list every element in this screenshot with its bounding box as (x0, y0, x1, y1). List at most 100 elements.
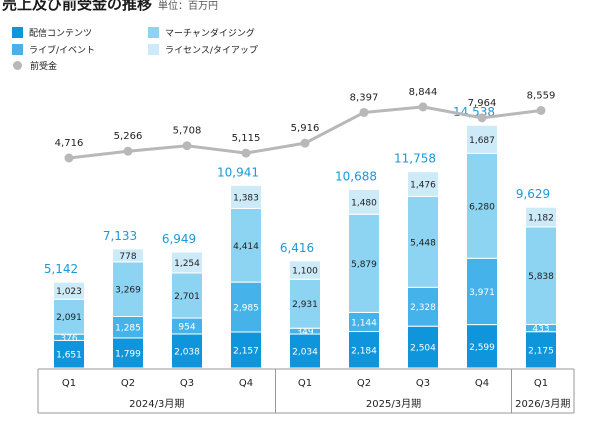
bar-value-label: 5,879 (351, 260, 377, 270)
bar-value-label: 2,504 (410, 344, 436, 354)
period-label: 2026/3月期 (515, 398, 570, 410)
bar-segment (525, 206, 557, 228)
bar-segment (289, 278, 321, 329)
bar-value-label: 2,175 (528, 346, 554, 356)
bar-segment (407, 325, 439, 369)
bar-value-label: 2,038 (174, 347, 200, 357)
total-label: 11,758 (394, 152, 436, 166)
line-value-label: 5,115 (232, 133, 261, 144)
line-point (418, 102, 428, 112)
bar-segment (407, 171, 439, 197)
line-point (300, 138, 310, 148)
bar-segment (171, 333, 203, 369)
bar-value-label: 778 (119, 252, 136, 262)
bar-value-label: 4,414 (233, 242, 259, 252)
legend-dot-advance-payments (13, 61, 22, 70)
x-tick-label: Q4 (475, 378, 489, 389)
line-point (123, 146, 133, 156)
total-label: 9,629 (516, 187, 550, 201)
line-point (241, 148, 251, 158)
bar-segment (112, 337, 144, 369)
bar-segment (230, 207, 262, 283)
bar-value-label: 2,701 (174, 292, 200, 302)
bar-segment (112, 261, 144, 317)
bar-value-label: 1,799 (115, 349, 141, 359)
legend-swatch-licensing (148, 44, 159, 55)
x-tick-label: Q1 (534, 378, 548, 389)
bar-segment (525, 226, 557, 325)
line-value-label: 8,397 (350, 92, 379, 103)
bar-value-label: 1,383 (233, 193, 259, 203)
bar-value-label: 3,269 (115, 286, 141, 296)
chart-title: 売上及び前受金の推移 単位：百万円 (2, 0, 218, 14)
line-value-label: 7,964 (468, 98, 497, 109)
x-tick-label: Q1 (62, 378, 76, 389)
bar-value-label: 1,476 (410, 180, 436, 190)
bar-value-label: 1,144 (351, 318, 377, 328)
bar-value-label: 2,931 (292, 300, 318, 310)
x-tick-label: Q2 (121, 378, 135, 389)
bar-segment (112, 248, 144, 263)
bar-segment (289, 333, 321, 369)
bar-value-label: 2,599 (469, 343, 495, 353)
line-value-label: 5,266 (114, 131, 143, 142)
legend-swatch-live-events (12, 44, 23, 55)
legend-label-advance-payments: 前受金 (30, 62, 58, 72)
bar-value-label: 2,034 (292, 348, 318, 358)
line-point (536, 105, 546, 115)
bar-value-label: 1,285 (115, 324, 141, 334)
legend-item-streaming: 配信コンテンツ (12, 26, 92, 39)
bar-segment (53, 281, 85, 300)
bar-segment (171, 251, 203, 274)
chart-title-text: 売上及び前受金の推移 (2, 0, 153, 13)
bar-segment (525, 331, 557, 369)
bar-segment (289, 260, 321, 280)
x-tick-label: Q2 (357, 378, 371, 389)
unit-label: 単位：百万円 (158, 1, 219, 12)
bar-value-label: 2,184 (351, 346, 377, 356)
bar-value-label: 1,023 (56, 287, 82, 297)
line-value-label: 8,559 (527, 90, 556, 101)
bar-value-label: 954 (178, 322, 195, 332)
line-value-label: 5,708 (173, 126, 202, 137)
bar-segment (348, 213, 380, 313)
line-point (477, 113, 487, 123)
x-tick-label: Q1 (298, 378, 312, 389)
bar-segment (466, 124, 498, 154)
bar-value-label: 433 (532, 325, 549, 335)
line-point (182, 141, 192, 151)
bar-value-label: 2,985 (233, 304, 259, 314)
legend-item-live-events: ライブ/イベント (12, 43, 95, 56)
line-value-label: 8,844 (409, 87, 438, 98)
period-label: 2024/3月期 (129, 398, 184, 410)
bar-value-label: 3,971 (469, 288, 495, 298)
legend-label-licensing: ライセンス/タイアップ (165, 46, 258, 56)
legend-item-advance-payments: 前受金 (12, 59, 57, 72)
bar-value-label: 349 (296, 328, 313, 338)
bar-value-label: 2,328 (410, 303, 436, 313)
x-tick-label: Q3 (180, 378, 194, 389)
bar-segment (348, 189, 380, 215)
legend-label-live-events: ライブ/イベント (29, 46, 96, 56)
bar-value-label: 1,651 (56, 351, 82, 361)
bar-segment (466, 257, 498, 326)
x-tick-label: Q4 (239, 378, 253, 389)
bar-value-label: 1,100 (292, 267, 318, 277)
bar-value-label: 6,280 (469, 202, 495, 212)
bar-value-label: 376 (60, 334, 77, 344)
bar-value-label: 1,687 (469, 136, 495, 146)
line-value-label: 5,916 (291, 123, 320, 134)
bar-value-label: 2,091 (56, 313, 82, 323)
bar-value-label: 1,182 (528, 214, 554, 224)
legend-swatch-streaming (12, 27, 23, 38)
bar-segment (230, 331, 262, 369)
bar-value-label: 5,448 (410, 238, 436, 248)
total-label: 10,941 (217, 165, 259, 179)
bar-value-label: 5,838 (528, 272, 554, 282)
bar-value-label: 1,254 (174, 259, 200, 269)
bar-segment (348, 331, 380, 369)
total-label: 10,688 (335, 170, 377, 184)
bar-segment (230, 184, 262, 209)
bar-segment (53, 298, 85, 335)
